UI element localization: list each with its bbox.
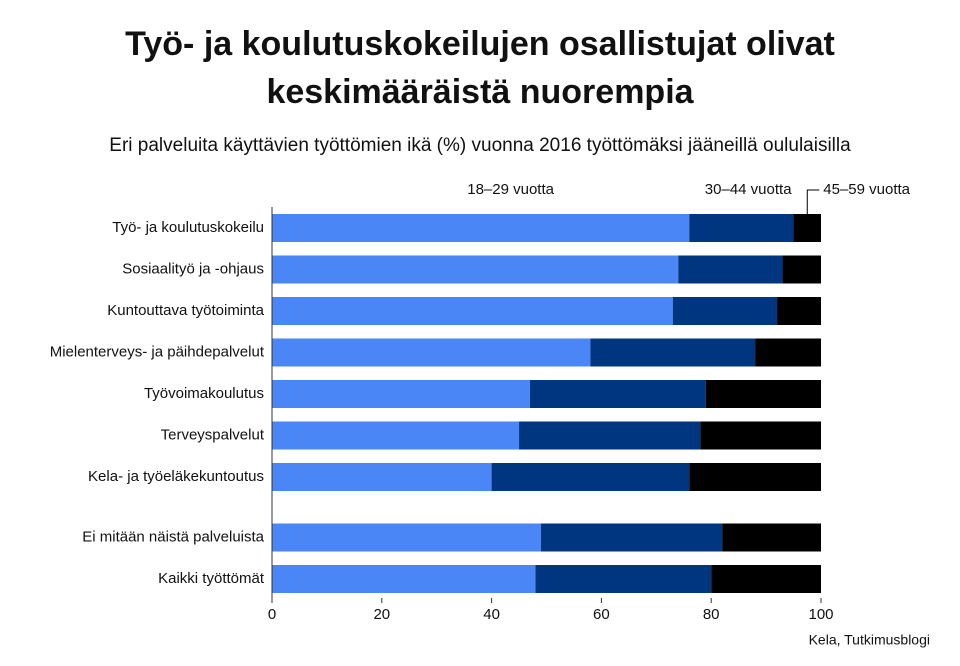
x-tick-label: 0 [268, 606, 276, 623]
chart-title: Työ- ja koulutuskokeilujen osallistujat … [125, 25, 835, 63]
bar-segment [272, 214, 690, 242]
bar-segment [272, 380, 531, 408]
bar-segment [722, 523, 821, 552]
bar-segment [782, 255, 821, 284]
bar-segment [689, 214, 794, 242]
x-tick-label: 40 [483, 606, 500, 623]
bar-segment [541, 523, 723, 552]
bar-segment [678, 255, 783, 284]
bar-segment [793, 214, 821, 242]
bar-segment [272, 523, 542, 552]
category-label: Työ- ja koulutuskokeilu [112, 219, 264, 236]
bar-segment [672, 297, 778, 325]
category-label: Kaikki työttömät [158, 570, 265, 587]
legend-label: 30–44 vuotta [705, 181, 792, 198]
legend-leader [806, 189, 820, 214]
legend-label: 18–29 vuotta [467, 181, 554, 198]
legend-label: 45–59 vuotta [823, 181, 910, 198]
bar-segment [711, 565, 821, 593]
source: Kela, Tutkimusblogi [809, 632, 930, 648]
category-label: Kuntouttava työtoiminta [107, 302, 264, 319]
bar-segment [535, 565, 712, 593]
bar-segment [705, 380, 821, 408]
chart-title: keskimääräistä nuorempia [266, 73, 694, 111]
category-label: Sosiaalityö ja -ohjaus [122, 260, 264, 277]
bar-segment [272, 297, 673, 325]
x-tick-label: 100 [808, 606, 833, 623]
x-tick-label: 60 [593, 606, 610, 623]
category-label: Mielenterveys- ja päihdepalvelut [50, 343, 265, 360]
bar-segment [755, 338, 821, 367]
x-tick-label: 20 [373, 606, 390, 623]
bar-segment [272, 463, 492, 491]
chart-subtitle: Eri palveluita käyttävien työttömien ikä… [109, 135, 851, 156]
category-label: Työvoimakoulutus [144, 385, 264, 402]
bar-segment [272, 565, 536, 593]
category-label: Kela- ja työeläkekuntoutus [88, 468, 264, 485]
bar-segment [700, 421, 821, 450]
bar-segment [590, 338, 756, 367]
bar-segment [272, 338, 591, 367]
category-label: Ei mitään näistä palveluista [82, 528, 264, 545]
bar-segment [777, 297, 821, 325]
bar-segment [519, 421, 701, 450]
bar-segment [272, 255, 679, 284]
x-tick-label: 80 [703, 606, 720, 623]
bar-segment [689, 463, 821, 491]
category-label: Terveyspalvelut [161, 426, 265, 443]
bar-segment [272, 421, 520, 450]
bar-segment [491, 463, 690, 491]
bar-segment [530, 380, 706, 408]
